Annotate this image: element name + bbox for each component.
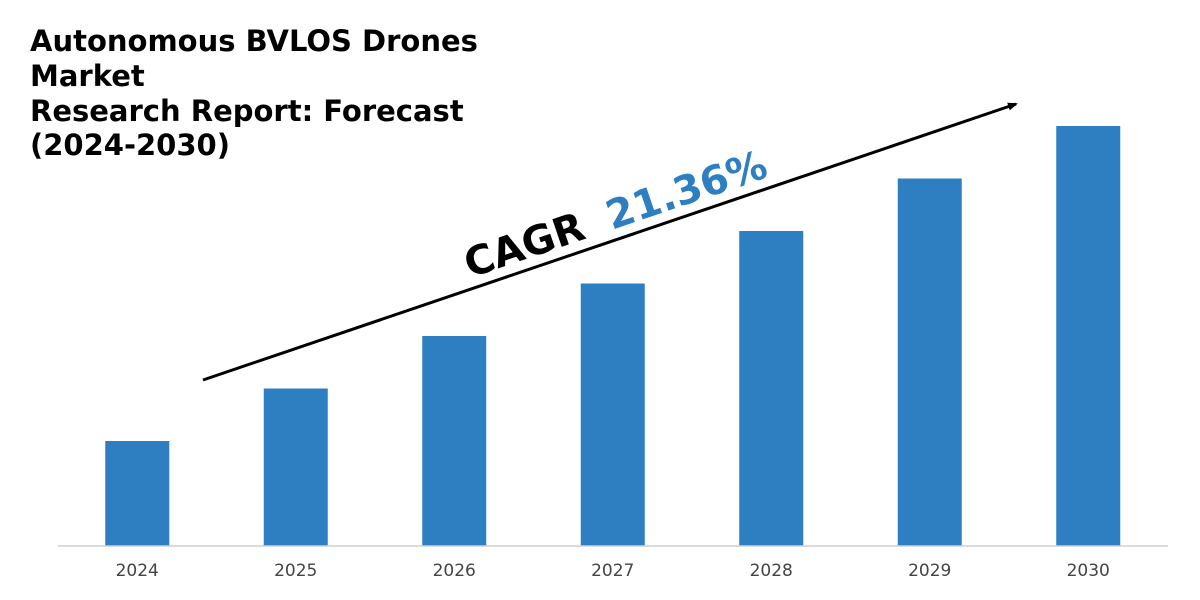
chart-title-line-3: (2024-2030): [30, 128, 230, 163]
bar-2024: [105, 441, 170, 546]
bar-2029: [897, 178, 962, 546]
x-tick-labels: 2024 2025 2026 2027 2028 2029 2030: [116, 561, 1110, 581]
cagr-trend-arrow: [202, 102, 1018, 382]
x-tick-label-2028: 2028: [750, 561, 793, 581]
x-tick-label-2029: 2029: [908, 561, 951, 581]
x-tick-label-2030: 2030: [1067, 561, 1110, 581]
x-tick-label-2026: 2026: [433, 561, 476, 581]
bar-2028: [739, 231, 804, 546]
x-tick-label-2027: 2027: [591, 561, 634, 581]
bar-2025: [263, 388, 328, 546]
x-tick-label-2024: 2024: [116, 561, 159, 581]
chart-title-line-1: Autonomous BVLOS Drones Market: [30, 24, 478, 93]
cagr-prefix: CAGR: [458, 204, 590, 287]
cagr-value: 21.36%: [600, 142, 773, 239]
chart-title-line-2: Research Report: Forecast: [30, 93, 464, 128]
bars-group: [105, 126, 1121, 546]
bar-2027: [580, 283, 645, 546]
bar-2030: [1056, 126, 1121, 546]
chart-title: Autonomous BVLOS Drones Market Research …: [30, 24, 590, 163]
cagr-annotation: CAGR 21.36%: [458, 142, 772, 287]
x-tick-label-2025: 2025: [274, 561, 317, 581]
bar-2026: [422, 336, 487, 546]
